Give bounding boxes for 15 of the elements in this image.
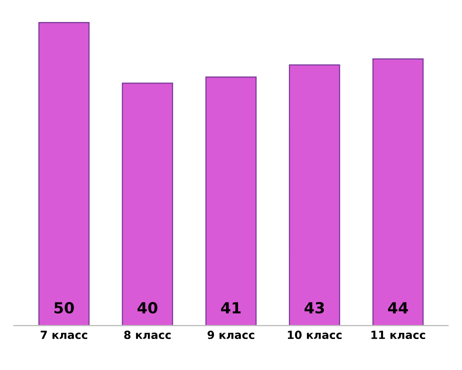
bar (122, 82, 174, 326)
x-tick-label: 9 класс (208, 330, 254, 340)
bar (205, 76, 257, 326)
bar (288, 64, 340, 326)
x-tick-label: 10 класс (288, 330, 342, 340)
bar (372, 58, 424, 326)
x-tick-label: 7 класс (40, 330, 88, 340)
data-label: 41 (221, 302, 241, 314)
data-label: 43 (304, 302, 324, 314)
x-tick-label: 8 класс (124, 330, 171, 340)
x-tick-label: 11 класс (371, 330, 426, 340)
bar (38, 22, 90, 326)
data-label: 40 (138, 302, 158, 314)
data-label: 44 (388, 302, 408, 314)
data-label: 50 (54, 302, 74, 314)
